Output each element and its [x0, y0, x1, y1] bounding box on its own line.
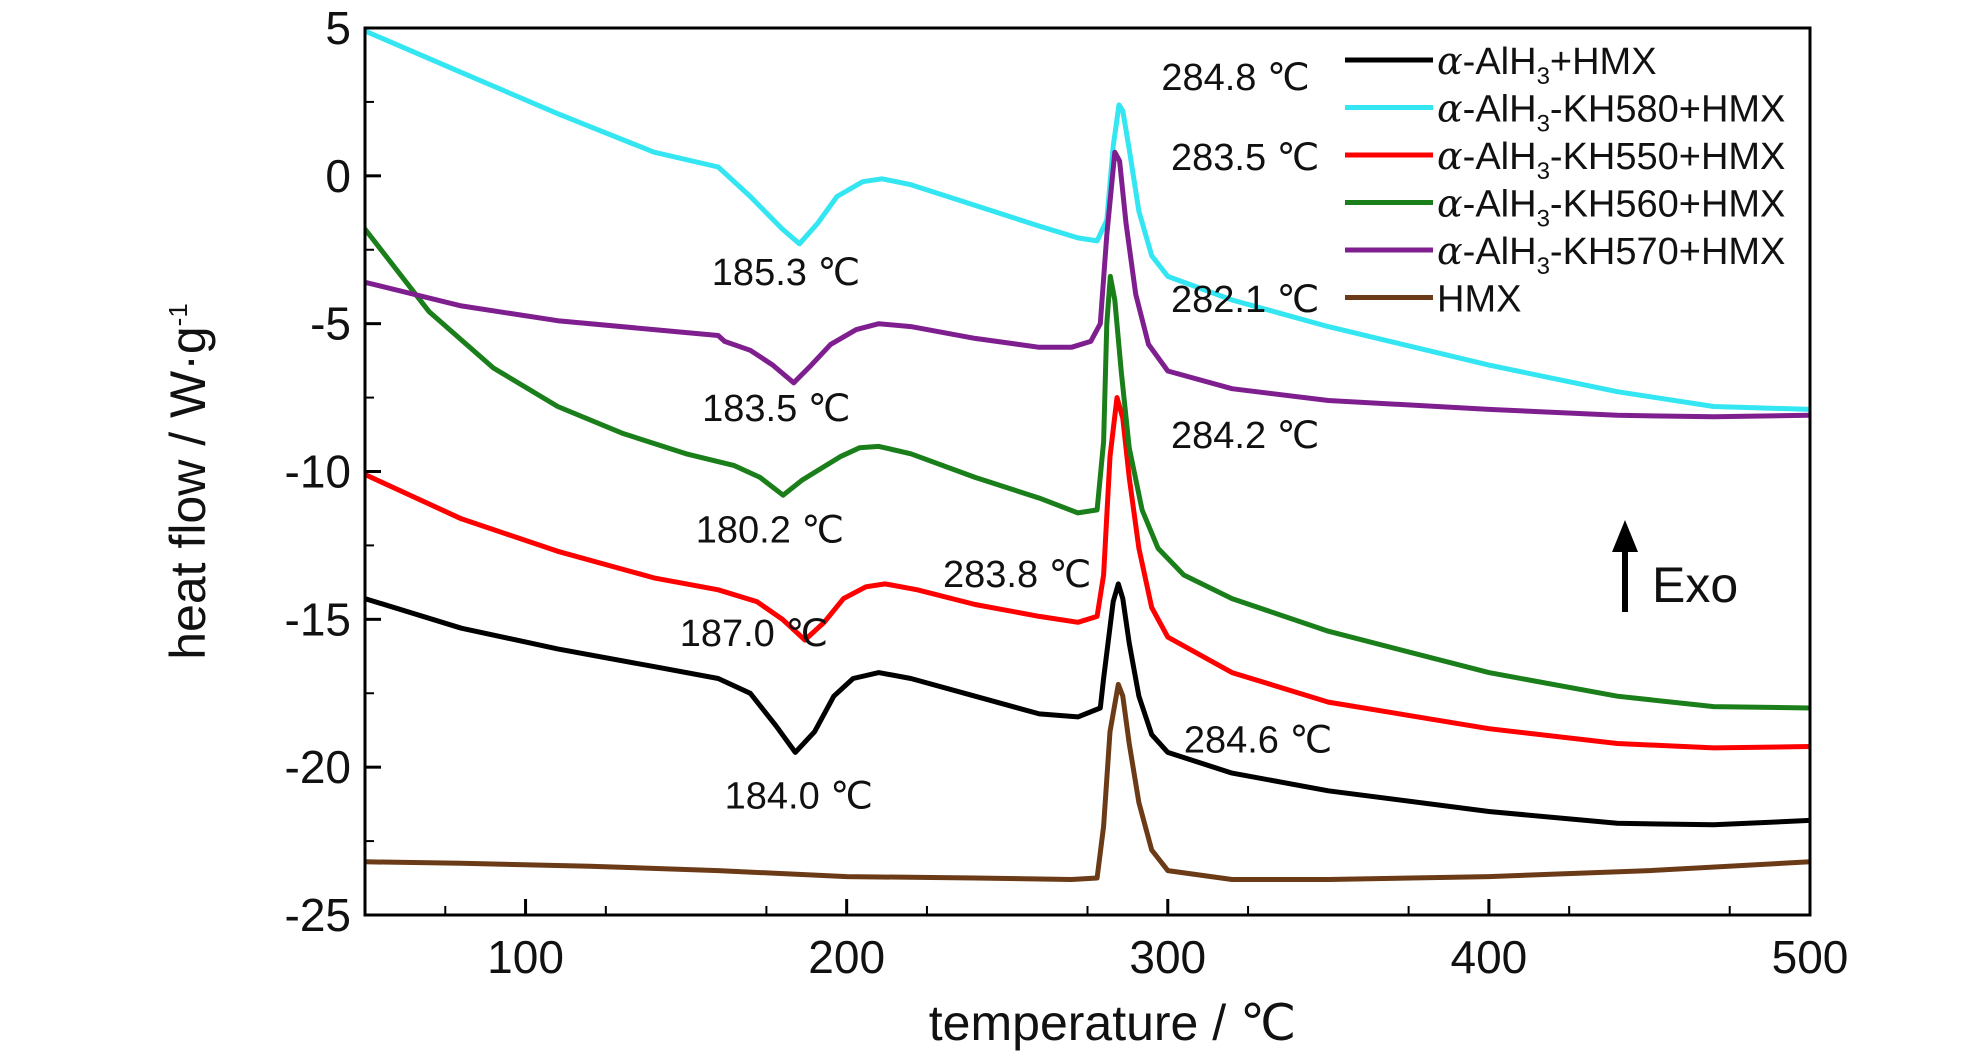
x-tick-label: 500 [1772, 931, 1849, 983]
legend-label: α-AlH3-KH580+HMX [1437, 87, 1785, 138]
y-axis-title-sup: -1 [163, 303, 193, 326]
legend-label: α-AlH3-KH550+HMX [1437, 134, 1785, 185]
legend-label: α-AlH3+HMX [1437, 39, 1657, 90]
peak-annotation: 184.0 ℃ [725, 776, 873, 818]
peak-annotation: 185.3 ℃ [712, 252, 860, 294]
peak-annotation: 283.8 ℃ [943, 554, 1091, 596]
legend-sub: 3 [1537, 111, 1550, 138]
legend-sub: 3 [1537, 158, 1550, 185]
x-tick-label: 400 [1451, 931, 1528, 983]
y-axis-title-main: heat flow / W·g [160, 326, 216, 659]
y-tick-label: -20 [285, 741, 351, 793]
legend-base: -AlH [1463, 184, 1537, 226]
series-layer [365, 28, 1810, 882]
legend-sub: 3 [1537, 253, 1550, 280]
series-line-4 [365, 149, 1810, 420]
legend-label: α-AlH3-KH560+HMX [1437, 182, 1785, 233]
series-line-5 [365, 681, 1810, 882]
legend-tail: -KH570+HMX [1550, 231, 1785, 273]
x-tick-label: 300 [1129, 931, 1206, 983]
peak-annotation: 284.8 ℃ [1161, 57, 1309, 99]
axes-layer: 100 200 300 400 500 5 0 -5 -10 -15 -20 -25 temperatu… [160, 2, 1848, 1051]
legend-base: -AlH [1463, 136, 1537, 178]
legend-tail: -KH580+HMX [1550, 89, 1785, 131]
y-tick-label: -5 [310, 298, 351, 350]
peak-annotation: 284.6 ℃ [1184, 719, 1332, 761]
legend-tail: -KH550+HMX [1550, 136, 1785, 178]
series-line-1 [365, 28, 1810, 412]
exo-indicator: Exo [1612, 520, 1738, 613]
peak-annotation: 180.2 ℃ [696, 509, 844, 551]
y-tick-label: -15 [285, 593, 351, 645]
x-axis-title: temperature / ℃ [929, 995, 1296, 1051]
legend-tail: -KH560+HMX [1550, 184, 1785, 226]
peak-annotation: 187.0 ℃ [680, 613, 828, 655]
series-line-2 [365, 395, 1810, 751]
legend-alpha: α [1437, 39, 1463, 83]
y-tick-label: 5 [325, 2, 351, 54]
peak-annotation: 283.5 ℃ [1171, 137, 1319, 179]
legend-tail: +HMX [1550, 41, 1657, 83]
y-tick-label: -25 [285, 889, 351, 941]
peak-annotation: 282.1 ℃ [1171, 279, 1319, 321]
peak-annotation: 284.2 ℃ [1171, 415, 1319, 457]
peak-annotation: 183.5 ℃ [702, 388, 850, 430]
legend-alpha: α [1437, 87, 1463, 131]
exo-arrow-head [1612, 520, 1638, 552]
legend-label: α-AlH3-KH570+HMX [1437, 229, 1785, 280]
series-line-3 [365, 226, 1810, 711]
series-line-0 [365, 581, 1810, 828]
legend-sub: 3 [1537, 206, 1550, 233]
y-tick-label: -10 [285, 446, 351, 498]
annotation-layer: 284.8 ℃ 283.5 ℃ 185.3 ℃ 282.1 ℃ 183.5 ℃ 284.2… [680, 57, 1332, 817]
x-tick-label: 200 [808, 931, 885, 983]
legend-base: -AlH [1463, 41, 1537, 83]
legend-label: HMX [1437, 279, 1521, 321]
y-axis-title: heat flow / W·g-1 [160, 303, 216, 660]
legend-base: -AlH [1463, 231, 1537, 273]
x-tick-label: 100 [487, 931, 564, 983]
legend: α-AlH3+HMXα-AlH3-KH580+HMXα-AlH3-KH550+H… [1345, 39, 1785, 321]
legend-sub: 3 [1537, 63, 1550, 90]
y-tick-label: 0 [325, 150, 351, 202]
exo-label: Exo [1652, 557, 1738, 613]
legend-alpha: α [1437, 229, 1463, 273]
legend-base: -AlH [1463, 89, 1537, 131]
legend-alpha: α [1437, 134, 1463, 178]
legend-alpha: α [1437, 182, 1463, 226]
